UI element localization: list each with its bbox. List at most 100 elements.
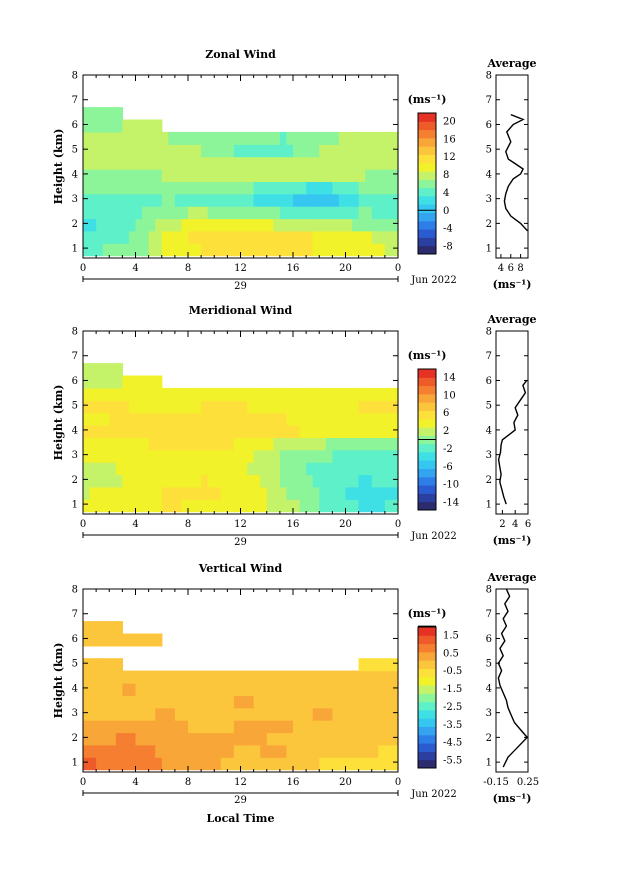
heatmap-cell (286, 400, 294, 414)
heatmap-cell (148, 720, 156, 734)
heatmap-cell (293, 218, 301, 232)
heatmap-cell (371, 425, 379, 438)
heatmap-cell (391, 437, 399, 451)
y-axis-label: Height (km) (52, 129, 65, 205)
heatmap-cell (96, 437, 104, 451)
y-axis-label: Height (km) (52, 385, 65, 461)
heatmap-cell (253, 218, 261, 232)
heatmap-cell (227, 218, 235, 232)
heatmap-cell (220, 474, 228, 488)
heatmap-cell (115, 119, 123, 133)
heatmap-cell (122, 486, 130, 500)
colorbar-segment (418, 476, 436, 486)
heatmap-cell (201, 412, 209, 426)
y-tick-label: 7 (72, 95, 78, 106)
avg-y-tick-label: 7 (486, 351, 492, 362)
colorbar-tick-label: -0.5 (443, 666, 462, 677)
heatmap-cell (384, 156, 393, 170)
heatmap-cell (365, 757, 373, 771)
heatmap-cell (148, 707, 156, 721)
heatmap-cell (83, 400, 91, 414)
heatmap-cell (128, 230, 137, 244)
colorbar-segment (418, 726, 436, 736)
heatmap-cell (240, 732, 248, 746)
heatmap-cell (371, 658, 379, 672)
heatmap-cell (332, 400, 340, 414)
heatmap-cell (260, 400, 268, 414)
heatmap-cell (325, 181, 333, 195)
heatmap-cell (253, 243, 261, 257)
heatmap-cell (194, 169, 202, 182)
heatmap-cell (319, 218, 327, 232)
heatmap-cell (227, 486, 235, 500)
date-label: 29 (234, 537, 247, 548)
heatmap-cell (83, 387, 91, 401)
heatmap-cell (194, 387, 202, 401)
heatmap-cell (371, 720, 379, 734)
avg-y-tick-label: 3 (486, 450, 492, 461)
heatmap-cell (345, 744, 353, 758)
heatmap-cell (109, 119, 117, 133)
heatmap-cell (168, 169, 176, 182)
heatmap-cell (384, 437, 393, 451)
heatmap-cell (89, 107, 97, 121)
heatmap-cell (358, 449, 366, 463)
heatmap-cell (174, 474, 183, 488)
heatmap-cell (293, 206, 301, 220)
heatmap-cell (266, 707, 274, 721)
heatmap-cell (161, 400, 169, 414)
heatmap-cell (299, 230, 307, 244)
heatmap-cell (188, 243, 196, 257)
heatmap-cell (142, 449, 150, 463)
heatmap-cell (378, 400, 386, 414)
heatmap-cell (260, 412, 268, 426)
heatmap-cell (391, 169, 399, 182)
heatmap-cell (371, 707, 379, 721)
heatmap-cell (128, 437, 137, 451)
heatmap-cell (332, 425, 340, 438)
heatmap-cell (115, 732, 123, 746)
heatmap-cell (240, 156, 248, 170)
heatmap-cell (240, 218, 248, 232)
heatmap-cell (352, 243, 360, 257)
heatmap-cell (293, 425, 301, 438)
heatmap-cell (109, 218, 117, 232)
heatmap-cell (332, 412, 340, 426)
heatmap-cell (122, 144, 130, 158)
heatmap-cell (273, 462, 281, 476)
heatmap-cell (273, 683, 281, 696)
heatmap-cell (279, 218, 288, 232)
heatmap-cell (102, 621, 110, 635)
heatmap-cell (371, 683, 379, 696)
heatmap-cell (128, 193, 137, 207)
y-tick-label: 8 (72, 585, 78, 596)
heatmap-cell (299, 425, 307, 438)
heatmap-cell (128, 462, 137, 476)
heatmap-cell (188, 131, 196, 145)
y-tick-label: 8 (72, 71, 78, 82)
heatmap-cell (102, 387, 110, 401)
heatmap-cell (312, 707, 320, 721)
heatmap-cell (220, 144, 228, 158)
heatmap-cell (96, 720, 104, 734)
heatmap-cell (358, 131, 366, 145)
colorbar-segment (418, 129, 436, 139)
heatmap-cell (109, 462, 117, 476)
y-tick-label: 1 (72, 500, 78, 511)
heatmap-cell (109, 400, 117, 414)
heatmap-cell (325, 144, 333, 158)
heatmap-cell (135, 695, 143, 709)
heatmap-cell (96, 218, 104, 232)
heatmap-cell (135, 181, 143, 195)
heatmap-cell (260, 169, 268, 182)
heatmap-cell (306, 486, 314, 500)
heatmap-cell (240, 193, 248, 207)
heatmap-cell (325, 695, 333, 709)
heatmap-cell (188, 218, 196, 232)
heatmap-cell (142, 218, 150, 232)
heatmap-cell (279, 732, 288, 746)
heatmap-cell (161, 387, 169, 401)
heatmap-cell (233, 670, 242, 684)
heatmap-cell (181, 181, 189, 195)
